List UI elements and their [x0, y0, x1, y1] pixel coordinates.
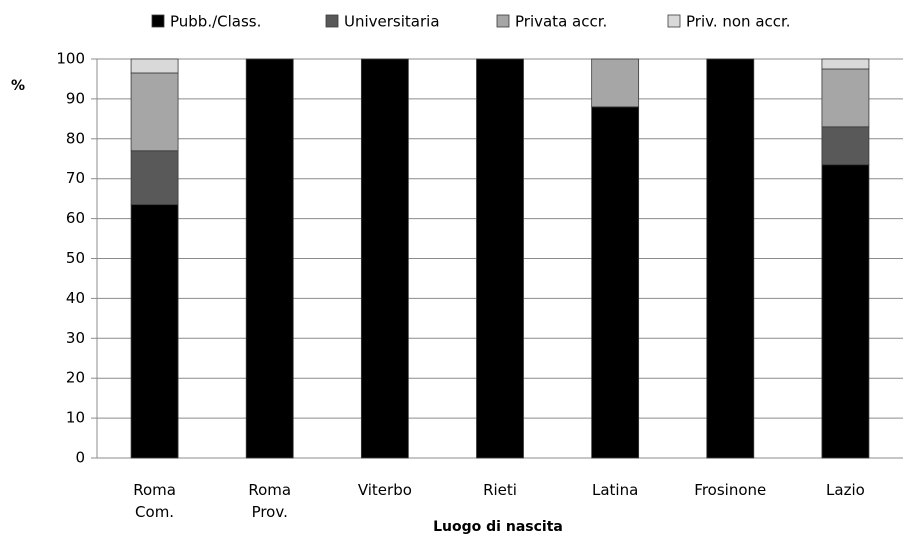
bar-segment [706, 58, 755, 459]
legend-label: Priv. non accr. [686, 13, 791, 31]
bar-segment [821, 68, 870, 128]
bar-segment [360, 58, 409, 459]
y-tick-label: 60 [66, 209, 85, 227]
y-axis-label: % [11, 78, 25, 94]
legend-label: Privata accr. [515, 13, 607, 31]
bar-segment [591, 106, 640, 459]
y-tick-label: 0 [75, 449, 85, 467]
bar-segment [130, 72, 179, 152]
x-tick-label: Rieti [483, 481, 517, 499]
bar-segment [821, 164, 870, 459]
x-tick-label: Roma Com. [133, 481, 176, 521]
legend-label: Universitaria [344, 13, 440, 31]
bar-segment [476, 58, 524, 459]
legend-swatch [667, 14, 681, 28]
bar-segment [821, 126, 870, 166]
legend-label: Pubb./Class. [170, 13, 261, 31]
y-tick-label: 20 [66, 369, 85, 387]
x-tick-label: Roma Prov. [248, 481, 291, 521]
y-tick-label: 100 [56, 50, 85, 68]
bar-segment [130, 58, 179, 74]
bar-segment [245, 58, 294, 459]
legend-swatch [151, 14, 165, 28]
legend-swatch [496, 14, 510, 28]
x-tick-label: Lazio [826, 481, 865, 499]
y-tick-label: 10 [66, 409, 85, 427]
x-tick-label: Frosinone [694, 481, 766, 499]
bar-segment [130, 204, 179, 459]
bar-segment [591, 58, 640, 108]
y-tick-label: 80 [66, 129, 85, 147]
x-tick-label: Viterbo [358, 481, 412, 499]
bar-segment [130, 150, 179, 206]
y-tick-label: 50 [66, 249, 85, 267]
x-tick-label: Latina [592, 481, 638, 499]
y-tick-label: 90 [66, 89, 85, 107]
y-tick-label: 70 [66, 169, 85, 187]
y-tick-label: 40 [66, 289, 85, 307]
x-axis-label: Luogo di nascita [433, 519, 563, 535]
bar-segment [821, 58, 870, 70]
y-tick-label: 30 [66, 329, 85, 347]
legend-swatch [325, 14, 339, 28]
